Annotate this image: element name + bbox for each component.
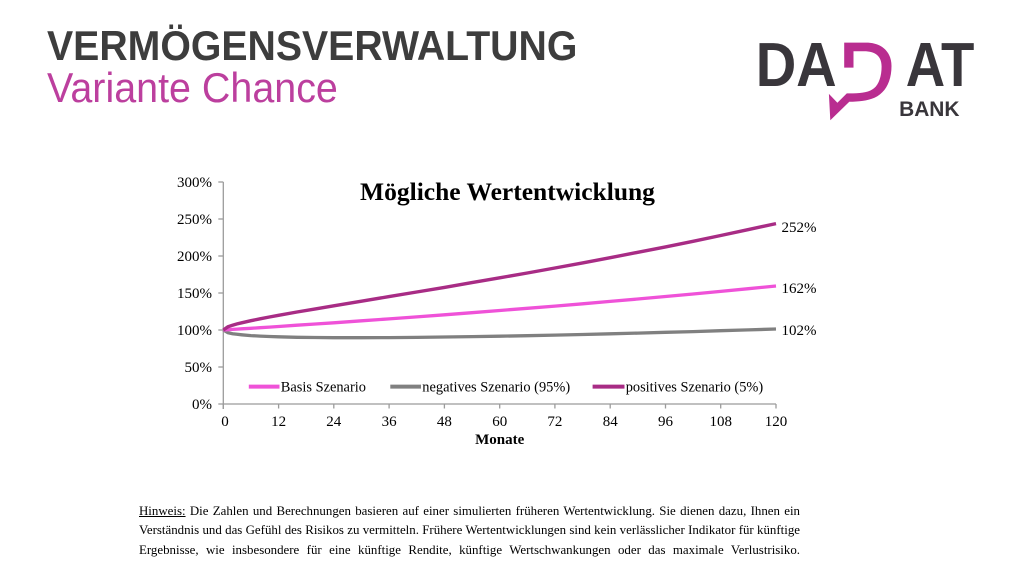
svg-text:100%: 100% <box>177 323 212 339</box>
svg-text:24: 24 <box>326 414 342 430</box>
svg-text:50%: 50% <box>185 360 213 376</box>
svg-text:162%: 162% <box>782 281 817 297</box>
svg-text:300%: 300% <box>177 175 212 191</box>
svg-text:48: 48 <box>437 414 452 430</box>
svg-text:Monate: Monate <box>475 432 524 448</box>
svg-text:36: 36 <box>382 414 398 430</box>
svg-text:108: 108 <box>709 414 732 430</box>
svg-text:12: 12 <box>271 414 286 430</box>
svg-text:102%: 102% <box>782 323 817 339</box>
svg-text:Basis Szenario: Basis Szenario <box>281 380 366 396</box>
svg-text:0%: 0% <box>192 397 212 413</box>
svg-text:positives Szenario (5%): positives Szenario (5%) <box>626 380 764 396</box>
svg-text:96: 96 <box>658 414 674 430</box>
svg-text:Mögliche Wertentwicklung: Mögliche Wertentwicklung <box>360 177 655 206</box>
svg-text:150%: 150% <box>177 286 212 302</box>
svg-text:0: 0 <box>221 414 229 430</box>
svg-text:60: 60 <box>492 414 507 430</box>
svg-text:84: 84 <box>603 414 619 430</box>
svg-text:120: 120 <box>765 414 788 430</box>
svg-text:BANK: BANK <box>899 97 960 121</box>
svg-text:DA: DA <box>756 31 837 100</box>
svg-text:AT: AT <box>906 31 975 100</box>
svg-text:252%: 252% <box>782 220 817 236</box>
svg-text:negatives Szenario (95%): negatives Szenario (95%) <box>422 380 570 396</box>
svg-text:200%: 200% <box>177 249 212 265</box>
svg-text:72: 72 <box>547 414 562 430</box>
svg-text:250%: 250% <box>177 212 212 228</box>
